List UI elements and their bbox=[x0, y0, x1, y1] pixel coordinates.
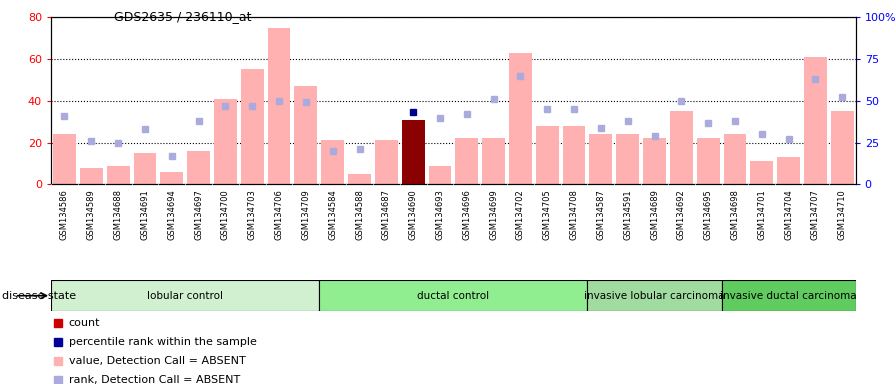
Bar bbox=[428, 166, 452, 184]
Text: invasive lobular carcinoma: invasive lobular carcinoma bbox=[584, 291, 725, 301]
Bar bbox=[53, 134, 76, 184]
Text: GSM134700: GSM134700 bbox=[221, 189, 230, 240]
Text: disease state: disease state bbox=[2, 291, 76, 301]
Text: GSM134706: GSM134706 bbox=[274, 189, 283, 240]
Bar bbox=[643, 138, 666, 184]
Text: GSM134704: GSM134704 bbox=[784, 189, 793, 240]
Text: value, Detection Call = ABSENT: value, Detection Call = ABSENT bbox=[69, 356, 246, 366]
Text: GSM134591: GSM134591 bbox=[624, 189, 633, 240]
Bar bbox=[590, 134, 612, 184]
Text: GSM134691: GSM134691 bbox=[141, 189, 150, 240]
Text: GSM134584: GSM134584 bbox=[328, 189, 337, 240]
Text: percentile rank within the sample: percentile rank within the sample bbox=[69, 337, 256, 347]
Text: GSM134705: GSM134705 bbox=[543, 189, 552, 240]
Text: GDS2635 / 236110_at: GDS2635 / 236110_at bbox=[114, 10, 251, 23]
Text: GSM134692: GSM134692 bbox=[676, 189, 685, 240]
Text: GSM134694: GSM134694 bbox=[168, 189, 177, 240]
Bar bbox=[134, 153, 156, 184]
Text: GSM134696: GSM134696 bbox=[462, 189, 471, 240]
Bar bbox=[751, 161, 773, 184]
Text: GSM134586: GSM134586 bbox=[60, 189, 69, 240]
Bar bbox=[777, 157, 800, 184]
Text: GSM134707: GSM134707 bbox=[811, 189, 820, 240]
Bar bbox=[160, 172, 183, 184]
Bar bbox=[455, 138, 478, 184]
Text: GSM134703: GSM134703 bbox=[247, 189, 257, 240]
Text: GSM134695: GSM134695 bbox=[703, 189, 712, 240]
Bar bbox=[375, 141, 398, 184]
Bar bbox=[724, 134, 746, 184]
Text: GSM134699: GSM134699 bbox=[489, 189, 498, 240]
Bar bbox=[80, 168, 103, 184]
Bar bbox=[697, 138, 719, 184]
Bar bbox=[107, 166, 130, 184]
Bar bbox=[214, 99, 237, 184]
Bar bbox=[268, 28, 290, 184]
Bar bbox=[831, 111, 854, 184]
Bar bbox=[319, 280, 588, 311]
Bar bbox=[241, 70, 263, 184]
Text: GSM134690: GSM134690 bbox=[409, 189, 418, 240]
Text: count: count bbox=[69, 318, 100, 328]
Text: GSM134693: GSM134693 bbox=[435, 189, 444, 240]
Bar bbox=[588, 280, 721, 311]
Text: GSM134710: GSM134710 bbox=[838, 189, 847, 240]
Text: ductal control: ductal control bbox=[418, 291, 489, 301]
Text: GSM134588: GSM134588 bbox=[355, 189, 364, 240]
Text: GSM134589: GSM134589 bbox=[87, 189, 96, 240]
Bar bbox=[670, 111, 693, 184]
Text: lobular control: lobular control bbox=[147, 291, 223, 301]
Text: GSM134587: GSM134587 bbox=[597, 189, 606, 240]
Bar bbox=[401, 119, 425, 184]
Bar bbox=[563, 126, 585, 184]
Text: GSM134709: GSM134709 bbox=[301, 189, 310, 240]
Bar bbox=[616, 134, 639, 184]
Bar bbox=[349, 174, 371, 184]
Bar bbox=[536, 126, 558, 184]
Bar bbox=[721, 280, 856, 311]
Text: GSM134708: GSM134708 bbox=[570, 189, 579, 240]
Text: GSM134702: GSM134702 bbox=[516, 189, 525, 240]
Text: GSM134697: GSM134697 bbox=[194, 189, 203, 240]
Text: GSM134687: GSM134687 bbox=[382, 189, 391, 240]
Text: rank, Detection Call = ABSENT: rank, Detection Call = ABSENT bbox=[69, 375, 240, 384]
Bar bbox=[51, 280, 319, 311]
Text: GSM134698: GSM134698 bbox=[730, 189, 739, 240]
Text: GSM134688: GSM134688 bbox=[114, 189, 123, 240]
Bar bbox=[295, 86, 317, 184]
Text: GSM134689: GSM134689 bbox=[650, 189, 659, 240]
Text: invasive ductal carcinoma: invasive ductal carcinoma bbox=[720, 291, 857, 301]
Bar bbox=[804, 57, 827, 184]
Bar bbox=[509, 53, 532, 184]
Text: GSM134701: GSM134701 bbox=[757, 189, 766, 240]
Bar bbox=[322, 141, 344, 184]
Bar bbox=[187, 151, 210, 184]
Bar bbox=[482, 138, 505, 184]
